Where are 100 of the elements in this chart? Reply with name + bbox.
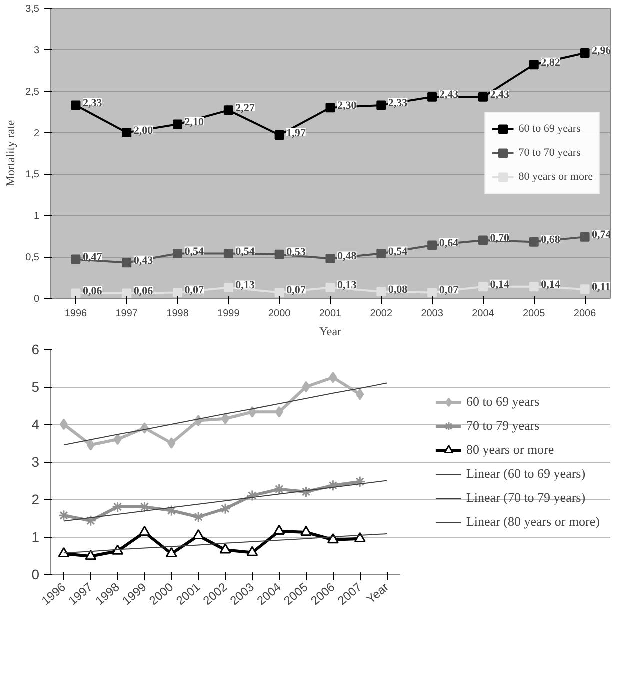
point <box>246 546 258 556</box>
y-tick-label: 1,5 <box>26 170 40 181</box>
y-tick-label: 1 <box>32 529 40 545</box>
data-label: 0,70 <box>490 232 510 244</box>
point <box>168 438 176 449</box>
point <box>529 60 539 70</box>
data-label: 0,06 <box>82 286 103 298</box>
data-label: 0,54 <box>184 246 205 258</box>
data-label: 2,33 <box>388 97 408 110</box>
point <box>138 526 150 536</box>
data-label: 0,64 <box>439 237 460 250</box>
point <box>326 103 336 113</box>
point <box>246 490 258 502</box>
point <box>300 486 312 498</box>
point <box>173 249 183 259</box>
point <box>85 515 97 527</box>
point <box>86 439 95 451</box>
y-tick-label: 6 <box>32 342 40 358</box>
point <box>192 529 204 540</box>
data-label: 0,07 <box>439 284 460 297</box>
point <box>376 249 386 259</box>
point <box>224 282 234 292</box>
point <box>220 503 232 515</box>
legend-label: 80 years or more <box>466 442 554 458</box>
point <box>478 236 488 246</box>
point <box>302 381 310 393</box>
x-tick-label: 2002 <box>370 308 393 320</box>
x-tick-label: 2004 <box>472 308 495 320</box>
y-tick-label: 2 <box>34 128 40 140</box>
point <box>580 232 590 242</box>
data-label: 0,06 <box>134 286 154 298</box>
data-label: 0,54 <box>388 246 408 258</box>
data-label: 0,14 <box>490 278 510 291</box>
x-tick-label: 2006 <box>574 308 597 320</box>
point <box>274 524 286 536</box>
point <box>478 282 488 292</box>
point <box>85 550 97 560</box>
point <box>529 282 539 292</box>
y-axis-title: Mortality rate <box>4 120 18 187</box>
y-tick-label: 3,5 <box>26 4 40 15</box>
point <box>428 92 438 102</box>
point <box>376 287 386 297</box>
y-tick-label: 4 <box>32 416 40 432</box>
legend-label: Linear (70 to 79 years) <box>466 490 586 506</box>
point <box>329 372 338 384</box>
data-label: 2,30 <box>338 100 358 112</box>
point <box>221 413 230 425</box>
x-tick-label: 1997 <box>116 308 138 320</box>
point <box>327 533 339 544</box>
data-label: 0,68 <box>541 234 561 246</box>
legend-label: Linear (80 years or more) <box>466 514 600 530</box>
point <box>58 510 70 522</box>
x-tick-label: 2003 <box>421 308 444 320</box>
data-label: 2,43 <box>490 89 510 102</box>
data-label: 0,13 <box>236 280 256 292</box>
y-tick-label: 0,5 <box>26 252 40 264</box>
point <box>248 406 257 418</box>
point <box>275 406 284 418</box>
point <box>326 282 336 292</box>
point <box>326 254 336 264</box>
x-tick-label: 1996 <box>64 308 88 320</box>
y-tick-label: 2,5 <box>26 86 40 98</box>
line-series <box>63 480 388 522</box>
point <box>122 128 132 138</box>
point <box>114 434 122 446</box>
point <box>300 526 312 536</box>
data-label: 0,43 <box>134 254 154 267</box>
data-label: 2,27 <box>236 102 256 114</box>
point <box>529 237 539 247</box>
legend-label: 70 to 79 years <box>466 418 540 434</box>
x-tick-label: 2000 <box>268 308 292 320</box>
data-label: 0,08 <box>388 284 408 296</box>
point <box>166 547 178 558</box>
point <box>192 511 204 523</box>
point <box>71 100 81 110</box>
point <box>58 547 70 558</box>
point <box>112 544 124 555</box>
data-label: 2,82 <box>541 56 561 69</box>
point <box>173 288 183 298</box>
data-label: 2,00 <box>134 124 154 137</box>
point <box>274 250 284 260</box>
data-label: 2,10 <box>184 116 205 128</box>
point <box>478 92 488 102</box>
x-tick-label: 1998 <box>166 308 190 320</box>
data-label: 2,43 <box>439 89 460 102</box>
x-tick-label: 1999 <box>218 308 240 320</box>
point <box>376 100 386 110</box>
y-tick-label: 0 <box>32 566 40 582</box>
y-tick-label: 1 <box>34 211 40 222</box>
point <box>71 254 81 264</box>
data-label: 0,13 <box>338 280 358 292</box>
data-label: 0,14 <box>541 278 561 291</box>
point <box>580 284 590 294</box>
point <box>327 480 339 492</box>
point <box>224 249 234 259</box>
point <box>580 48 590 58</box>
x-tick-label: 2005 <box>523 308 546 320</box>
data-label: 2,33 <box>82 97 103 110</box>
legend-label: 60 to 69 years <box>466 394 540 410</box>
point <box>274 288 284 298</box>
